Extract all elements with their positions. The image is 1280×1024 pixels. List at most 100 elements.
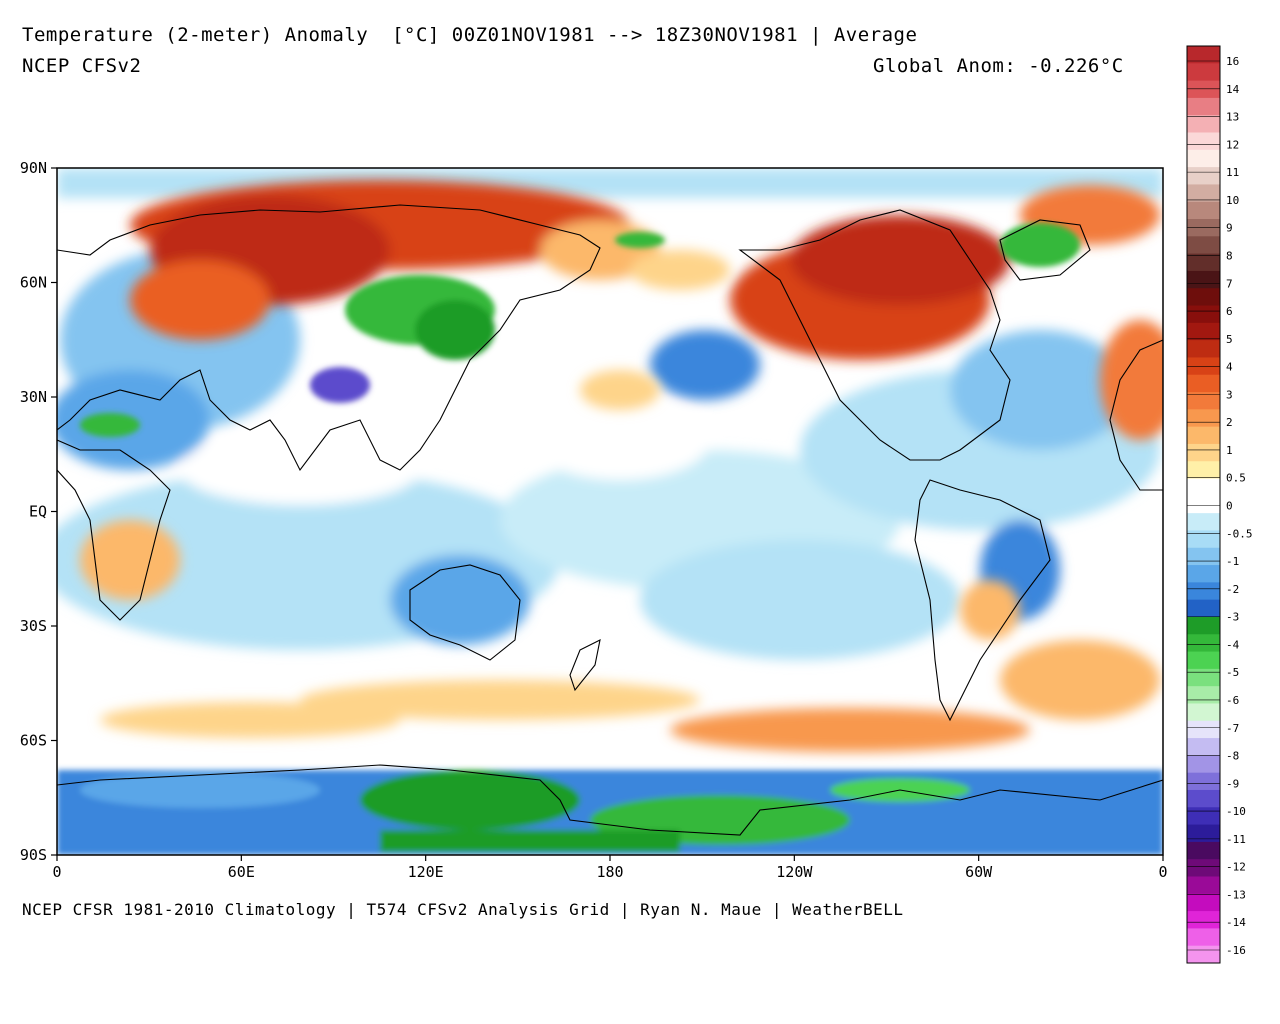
- colorbar-swatch: [1187, 859, 1220, 877]
- colorbar-label: -1: [1226, 555, 1239, 568]
- colorbar-swatch: [1187, 201, 1220, 220]
- colorbar-swatch: [1187, 547, 1220, 566]
- colorbar-swatch: [1187, 530, 1220, 549]
- longitude-axis: 0 60E 120E 180 120W 60W 0: [52, 855, 1168, 881]
- colorbar-swatch: [1187, 392, 1220, 410]
- colorbar-swatch: [1187, 651, 1220, 670]
- colorbar-swatch: [1187, 582, 1220, 601]
- colorbar-swatch: [1187, 443, 1220, 462]
- model-label: NCEP CFSv2: [22, 55, 142, 77]
- colorbar-swatch: [1187, 374, 1220, 393]
- colorbar-label: 4: [1226, 361, 1233, 374]
- colorbar-swatch: [1187, 634, 1220, 653]
- colorbar-label: 12: [1226, 138, 1239, 151]
- colorbar-swatch: [1187, 720, 1220, 739]
- latitude-axis: 90N 60N 30N EQ 30S 60S 90S: [20, 159, 57, 864]
- lat-tick-label: 30S: [20, 617, 47, 635]
- colorbar-label: 10: [1226, 194, 1239, 207]
- colorbar-label: -8: [1226, 750, 1239, 763]
- colorbar-swatch: [1187, 686, 1220, 704]
- colorbar-label: 0: [1226, 500, 1233, 513]
- colorbar-label: -16: [1226, 944, 1246, 957]
- colorbar-label: -0.5: [1226, 527, 1253, 540]
- colorbar-swatch: [1187, 945, 1220, 964]
- colorbar-label: 5: [1226, 333, 1233, 346]
- colorbar-label: -9: [1226, 777, 1239, 790]
- colorbar-swatch: [1187, 807, 1220, 826]
- colorbar-label: -3: [1226, 611, 1239, 624]
- colorbar-swatch: [1187, 876, 1220, 895]
- lon-tick-label: 0: [1158, 863, 1167, 881]
- colorbar-swatch: [1187, 184, 1220, 203]
- colorbar-frame: [1186, 45, 1221, 964]
- colorbar-label: -12: [1226, 861, 1246, 874]
- lat-tick-label: 60S: [20, 732, 47, 750]
- colorbar-label: -7: [1226, 722, 1239, 735]
- colorbar-swatch: [1187, 46, 1220, 64]
- colorbar-swatch: [1187, 409, 1220, 428]
- colorbar-label: 2: [1226, 416, 1233, 429]
- colorbar-label: -13: [1226, 888, 1246, 901]
- coastlines: [57, 204, 1163, 836]
- colorbar-label: 7: [1226, 277, 1233, 290]
- lon-tick-label: 0: [52, 863, 61, 881]
- colorbar-swatch: [1187, 789, 1220, 808]
- footer-credits: NCEP CFSR 1981-2010 Climatology | T574 C…: [22, 900, 904, 919]
- lat-tick-label: 90S: [20, 846, 47, 864]
- colorbar: 16 14 13 12 11 10 9 8 7 6 5 4 3 2 1 0.5 0 -0.5 -1 -2 -3 -4 -5 -…: [1186, 45, 1253, 964]
- colorbar-swatch: [1187, 599, 1220, 618]
- global-anomaly: Global Anom: -0.226°C: [873, 55, 1124, 77]
- colorbar-swatch: [1187, 340, 1220, 358]
- colorbar-label: 14: [1226, 83, 1240, 96]
- colorbar-swatch: [1187, 616, 1220, 635]
- colorbar-swatch: [1187, 461, 1220, 480]
- lat-tick-label: 30N: [20, 388, 47, 406]
- colorbar-swatch: [1187, 772, 1220, 791]
- colorbar-swatch: [1187, 668, 1220, 687]
- colorbar-swatch: [1187, 426, 1220, 445]
- chart-title: Temperature (2-meter) Anomaly [°C] 00Z01…: [22, 24, 918, 46]
- colorbar-label: 8: [1226, 249, 1233, 262]
- colorbar-label: 6: [1226, 305, 1233, 318]
- colorbar-swatch: [1187, 236, 1220, 255]
- anomaly-field: [57, 168, 1163, 855]
- colorbar-label: -4: [1226, 638, 1240, 651]
- colorbar-swatch: [1187, 63, 1220, 82]
- colorbar-swatch: [1187, 270, 1220, 289]
- colorbar-swatch: [1187, 115, 1220, 134]
- colorbar-swatch: [1187, 513, 1220, 531]
- colorbar-swatch: [1187, 305, 1220, 324]
- lat-tick-label: 90N: [20, 159, 47, 177]
- colorbar-label: -10: [1226, 805, 1246, 818]
- colorbar-swatch: [1187, 80, 1220, 99]
- colorbar-swatch: [1187, 288, 1220, 307]
- colorbar-label: -2: [1226, 583, 1239, 596]
- colorbar-swatch: [1187, 703, 1220, 722]
- colorbar-label: 13: [1226, 111, 1239, 124]
- colorbar-swatch: [1187, 893, 1220, 912]
- colorbar-swatch: [1187, 132, 1220, 151]
- colorbar-label: 16: [1226, 55, 1239, 68]
- lon-tick-label: 120W: [776, 863, 813, 881]
- lon-tick-label: 120E: [408, 863, 444, 881]
- colorbar-label: 3: [1226, 388, 1233, 401]
- colorbar-label: 9: [1226, 222, 1233, 235]
- colorbar-swatch: [1187, 167, 1220, 185]
- colorbar-label: 0.5: [1226, 472, 1246, 485]
- colorbar-label: -6: [1226, 694, 1239, 707]
- lat-tick-label: EQ: [29, 503, 47, 521]
- colorbar-label: -14: [1226, 916, 1246, 929]
- colorbar-swatch: [1187, 478, 1220, 497]
- colorbar-label: -11: [1226, 833, 1246, 846]
- colorbar-swatch: [1187, 738, 1220, 756]
- colorbar-swatch: [1187, 97, 1220, 116]
- colorbar-swatch: [1187, 755, 1220, 774]
- colorbar-swatch: [1187, 495, 1220, 514]
- lon-tick-label: 60E: [228, 863, 255, 881]
- colorbar-swatch: [1187, 565, 1220, 583]
- colorbar-label: -5: [1226, 666, 1239, 679]
- colorbar-label: 11: [1226, 166, 1239, 179]
- colorbar-swatch: [1187, 253, 1220, 272]
- colorbar-label: 1: [1226, 444, 1233, 457]
